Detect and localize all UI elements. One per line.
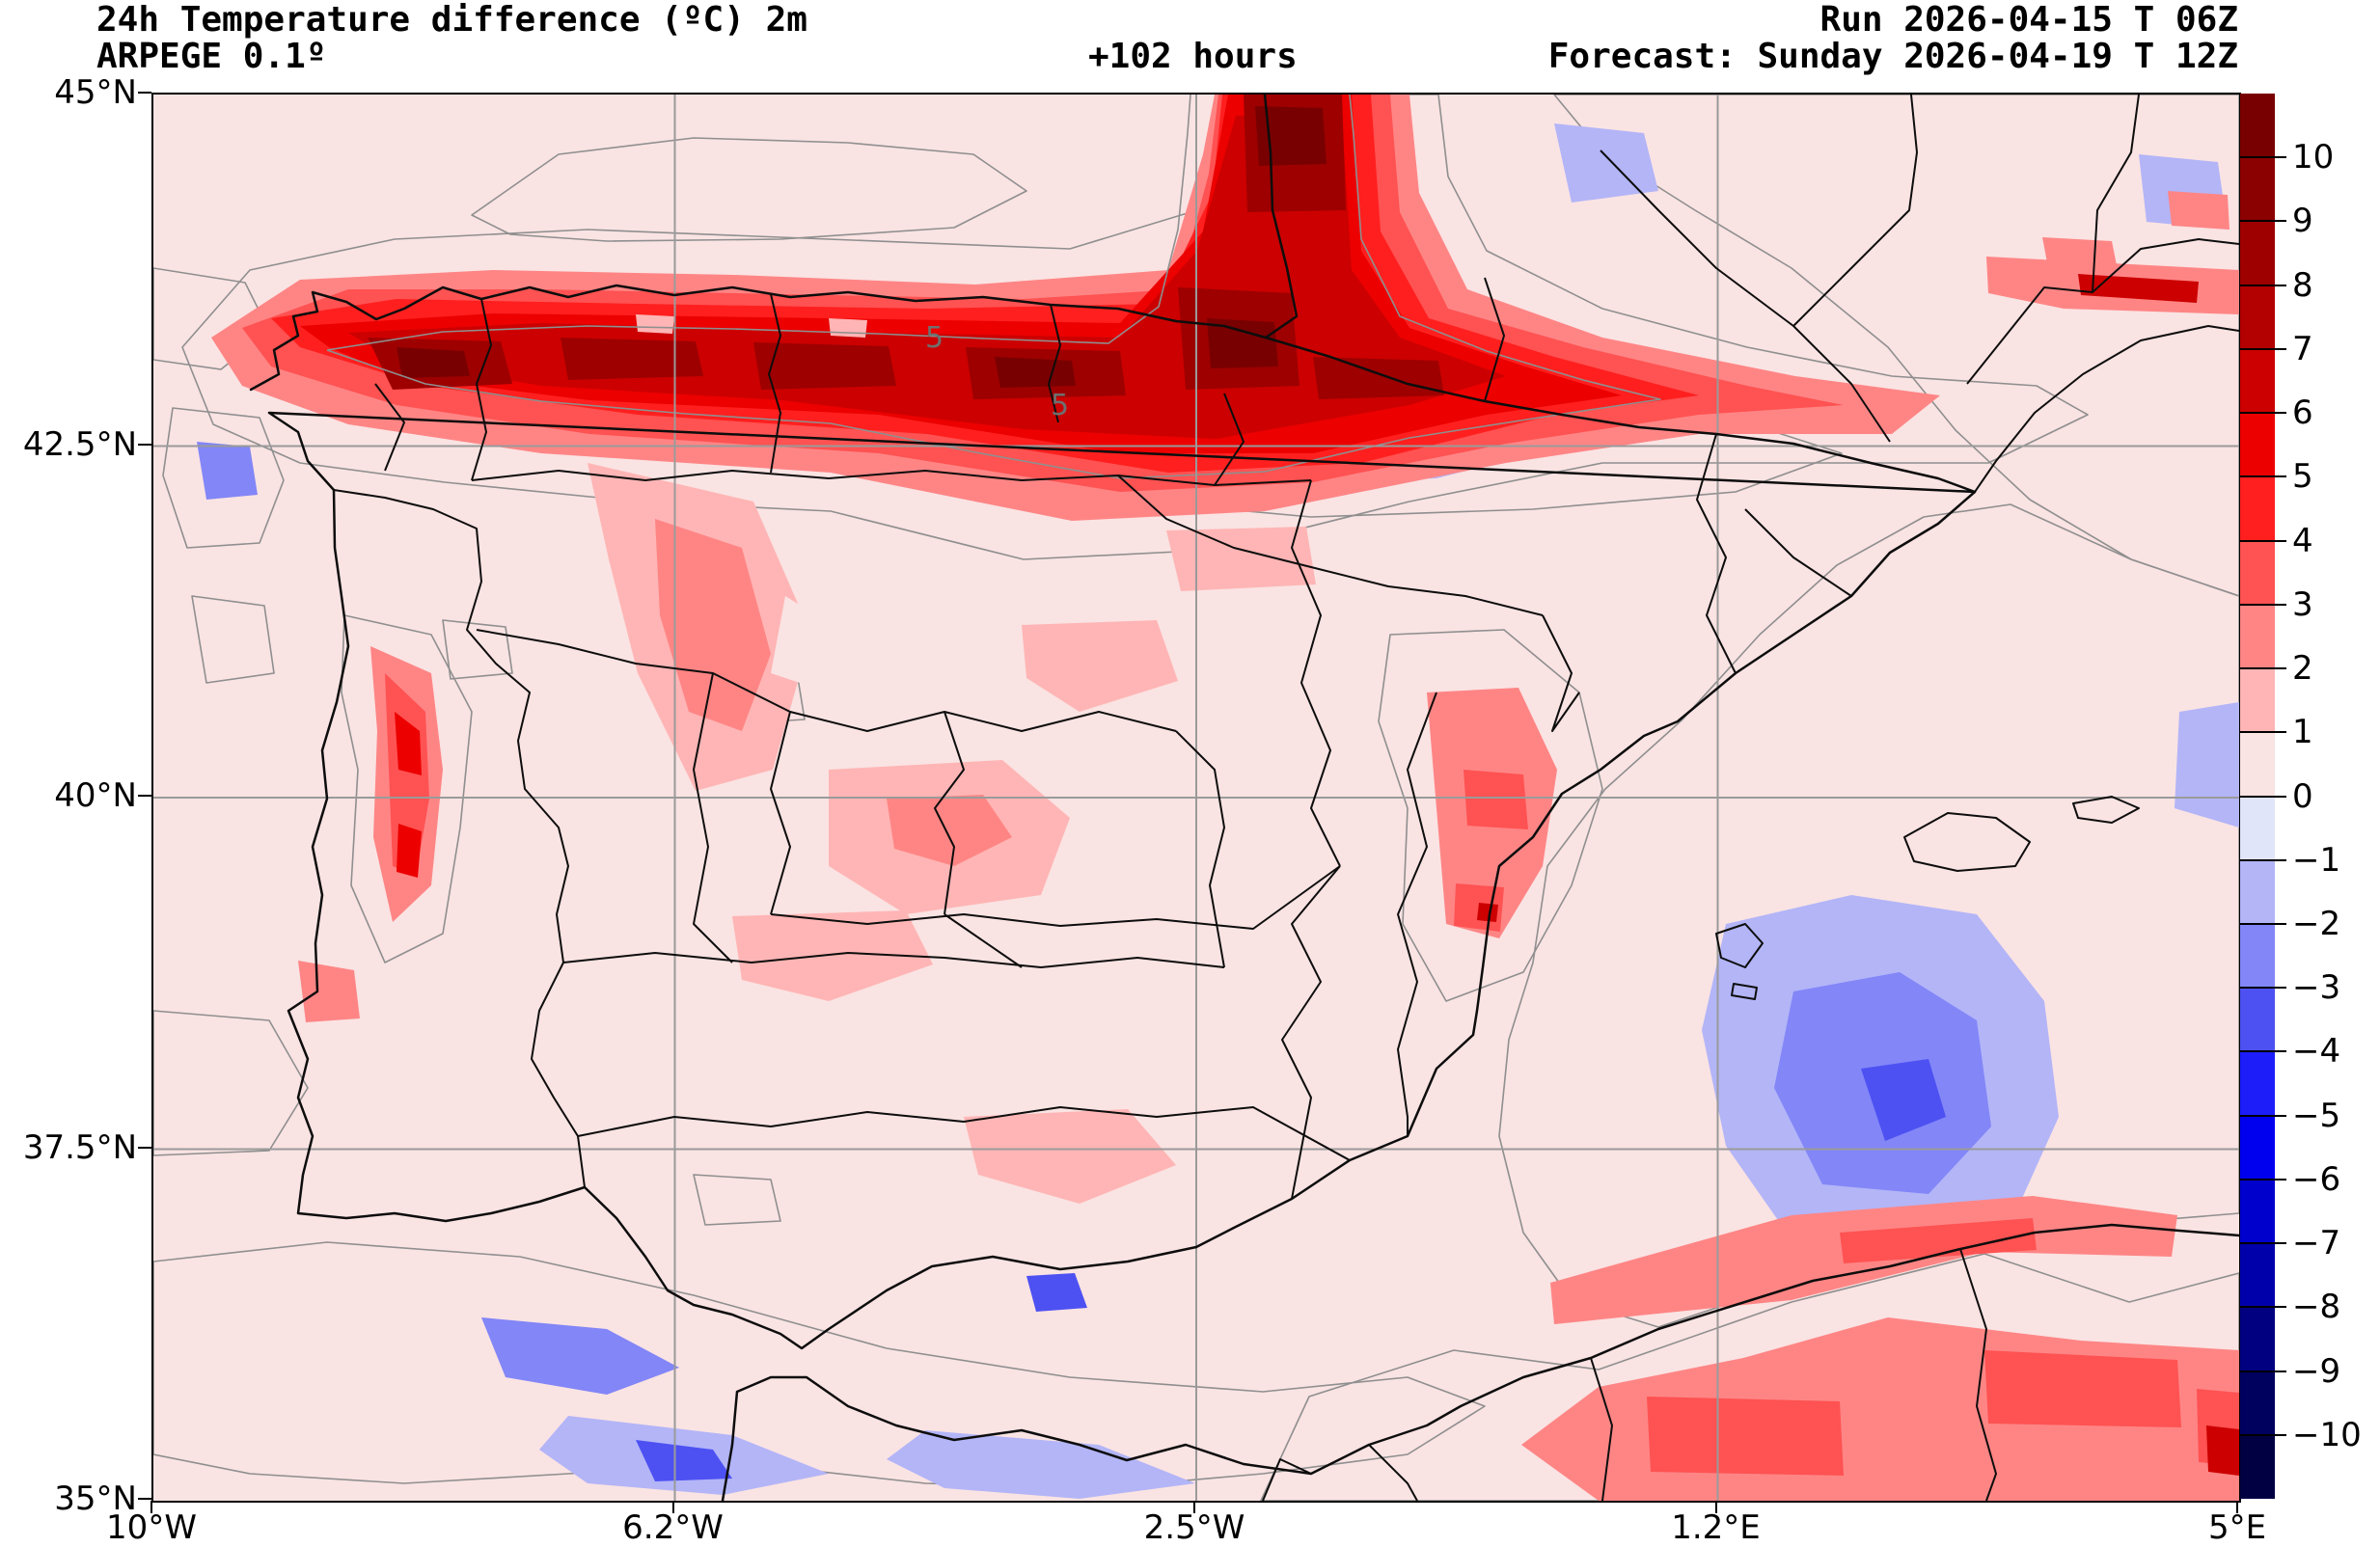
- colorbar-tick: [2240, 987, 2286, 990]
- y-axis-tick: [138, 1498, 151, 1500]
- colorbar-tick-label: −8: [2292, 1288, 2341, 1327]
- colorbar-tick: [2240, 922, 2286, 925]
- x-axis-tick: [1714, 1501, 1717, 1513]
- colorbar-tick-label: −2: [2292, 904, 2341, 943]
- colorbar-tick: [2240, 1433, 2286, 1436]
- colorbar-band: [2240, 859, 2275, 925]
- colorbar-tick-label: 2: [2292, 649, 2313, 689]
- colorbar-tick-label: −9: [2292, 1351, 2341, 1391]
- colorbar-tick: [2240, 603, 2286, 606]
- colorbar-tick: [2240, 220, 2286, 223]
- colorbar-tick-label: −10: [2292, 1415, 2362, 1454]
- colorbar-tick-label: 9: [2292, 202, 2313, 241]
- colorbar-band: [2240, 988, 2275, 1052]
- model-name: ARPEGE 0.1º: [96, 37, 327, 76]
- colorbar-band: [2240, 732, 2275, 797]
- lead-time: +102 hours: [1088, 37, 1298, 76]
- colorbar-band: [2240, 1115, 2275, 1181]
- colorbar-band: [2240, 1371, 2275, 1436]
- colorbar-band: [2240, 540, 2275, 606]
- colorbar-band: [2240, 1243, 2275, 1308]
- colorbar-tick: [2240, 539, 2286, 542]
- colorbar-tick: [2240, 475, 2286, 478]
- x-axis-tick: [1193, 1501, 1195, 1513]
- colorbar-tick: [2240, 795, 2286, 798]
- colorbar-band: [2240, 157, 2275, 222]
- colorbar-tick-label: 8: [2292, 265, 2313, 305]
- colorbar-band: [2240, 604, 2275, 669]
- contour-value-label: 5: [1051, 389, 1069, 422]
- x-axis-tick: [671, 1501, 674, 1513]
- colorbar-tick: [2240, 156, 2286, 159]
- colorbar-tick: [2240, 731, 2286, 734]
- x-axis-label: 2.5°W: [1143, 1508, 1245, 1547]
- colorbar-tick: [2240, 858, 2286, 861]
- y-axis-tick: [138, 795, 151, 797]
- colorbar-tick-label: −4: [2292, 1032, 2341, 1072]
- colorbar-tick: [2240, 667, 2286, 670]
- x-axis-label: 10°W: [106, 1508, 197, 1547]
- x-axis-tick: [150, 1501, 152, 1513]
- contour-value-label: 5: [925, 321, 944, 355]
- forecast-datetime: Forecast: Sunday 2026-04-19 T 12Z: [1547, 37, 2238, 76]
- colorbar-band: [2240, 413, 2275, 477]
- colorbar-tick-label: 5: [2292, 457, 2313, 497]
- y-axis-label: 37.5°N: [22, 1127, 137, 1167]
- colorbar-band: [2240, 476, 2275, 542]
- colorbar-tick-label: −6: [2292, 1159, 2341, 1199]
- colorbar-tick: [2240, 1306, 2286, 1309]
- x-axis-label: 5°E: [2207, 1508, 2267, 1547]
- y-axis-tick: [138, 1146, 151, 1149]
- y-axis-tick: [138, 92, 151, 94]
- map-art: 5 5: [153, 95, 2239, 1501]
- colorbar-tick-label: −5: [2292, 1096, 2341, 1135]
- colorbar-tick-label: −1: [2292, 840, 2341, 880]
- colorbar-band: [2240, 1051, 2275, 1117]
- colorbar-tick: [2240, 1178, 2286, 1181]
- colorbar-tick: [2240, 1114, 2286, 1117]
- y-axis-tick: [138, 443, 151, 446]
- colorbar-tick-label: 10: [2292, 138, 2335, 177]
- colorbar-tick: [2240, 1370, 2286, 1372]
- colorbar-tick: [2240, 1050, 2286, 1053]
- colorbar-band: [2240, 348, 2275, 414]
- colorbar-tick-label: 0: [2292, 776, 2313, 816]
- colorbar-tick: [2240, 1242, 2286, 1245]
- colorbar: 10 9 8 7 6 5 4 3 2 1 0 −1 −2 −3 −4 −5 −6 −7 −8 −9 −10: [2240, 94, 2362, 1500]
- y-axis-label: 40°N: [54, 776, 137, 815]
- y-axis-label: 42.5°N: [22, 424, 137, 464]
- colorbar-band: [2240, 94, 2275, 158]
- colorbar-tick-label: 7: [2292, 329, 2313, 368]
- colorbar-band: [2240, 923, 2275, 989]
- colorbar-band: [2240, 285, 2275, 350]
- colorbar-band: [2240, 221, 2275, 286]
- colorbar-tick-label: 3: [2292, 584, 2313, 624]
- colorbar-tick-label: 4: [2292, 521, 2313, 560]
- colorbar-band: [2240, 1307, 2275, 1372]
- run-datetime: Run 2026-04-15 T 06Z: [1819, 0, 2238, 40]
- x-axis-label: 6.2°W: [622, 1508, 724, 1547]
- colorbar-tick: [2240, 284, 2286, 286]
- colorbar-tick-label: −7: [2292, 1224, 2341, 1263]
- colorbar-tick-label: 1: [2292, 713, 2313, 752]
- colorbar-band: [2240, 1179, 2275, 1244]
- colorbar-tick: [2240, 412, 2286, 415]
- colorbar-band: [2240, 796, 2275, 861]
- colorbar-band: [2240, 1434, 2275, 1500]
- y-axis-label: 35°N: [54, 1479, 137, 1518]
- colorbar-tick-label: −3: [2292, 968, 2341, 1008]
- y-axis-label: 45°N: [54, 73, 137, 112]
- forecast-map: 5 5: [151, 93, 2241, 1503]
- x-axis-tick: [2236, 1501, 2238, 1513]
- colorbar-tick-label: 6: [2292, 394, 2313, 433]
- colorbar-band: [2240, 668, 2275, 733]
- chart-title: 24h Temperature difference (ºC) 2m: [96, 0, 807, 40]
- x-axis-label: 1.2°E: [1671, 1508, 1761, 1547]
- colorbar-tick: [2240, 347, 2286, 350]
